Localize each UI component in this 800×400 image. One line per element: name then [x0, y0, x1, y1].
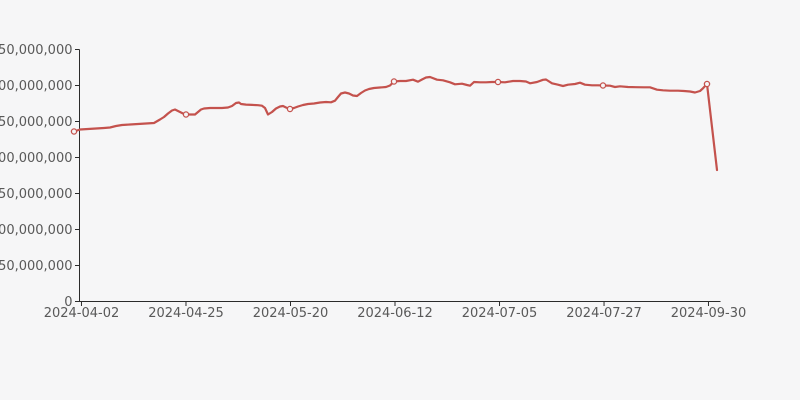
data-point-marker [70, 128, 78, 135]
x-tick-label: 2024-07-27 [566, 306, 642, 321]
data-point-marker [703, 80, 711, 88]
y-tick-label: 0 [64, 295, 72, 310]
y-axis-ticks: 0 50,000,000 100,000,000 150,000,000 200,000… [0, 43, 80, 310]
data-point-marker [286, 105, 294, 113]
data-point-marker [390, 78, 398, 85]
x-axis-ticks: 2024-04-02 2024-04-25 2024-05-20 2024-06-12… [44, 301, 747, 321]
y-tick-label: 250,000,000 [0, 115, 73, 130]
x-tick-label: 2024-07-05 [462, 306, 538, 321]
y-tick-label: 350,000,000 [0, 43, 73, 58]
data-point-marker [182, 111, 190, 118]
x-tick-label: 2024-04-02 [44, 306, 120, 321]
y-tick-label: 200,000,000 [0, 151, 73, 166]
series-line [70, 75, 719, 172]
series-markers [70, 78, 711, 135]
y-tick-label: 100,000,000 [0, 223, 73, 238]
y-tick-label: 300,000,000 [0, 79, 73, 94]
y-tick-label: 150,000,000 [0, 187, 73, 202]
series-polyline [70, 75, 719, 172]
x-tick-label: 2024-04-25 [148, 306, 224, 321]
y-tick-label: 50,000,000 [0, 259, 73, 274]
data-point-marker [599, 82, 607, 89]
data-point-marker [494, 78, 502, 86]
x-tick-label: 2024-06-12 [357, 306, 433, 321]
x-tick-label: 2024-09-30 [671, 306, 747, 321]
x-tick-label: 2024-05-20 [253, 306, 329, 321]
